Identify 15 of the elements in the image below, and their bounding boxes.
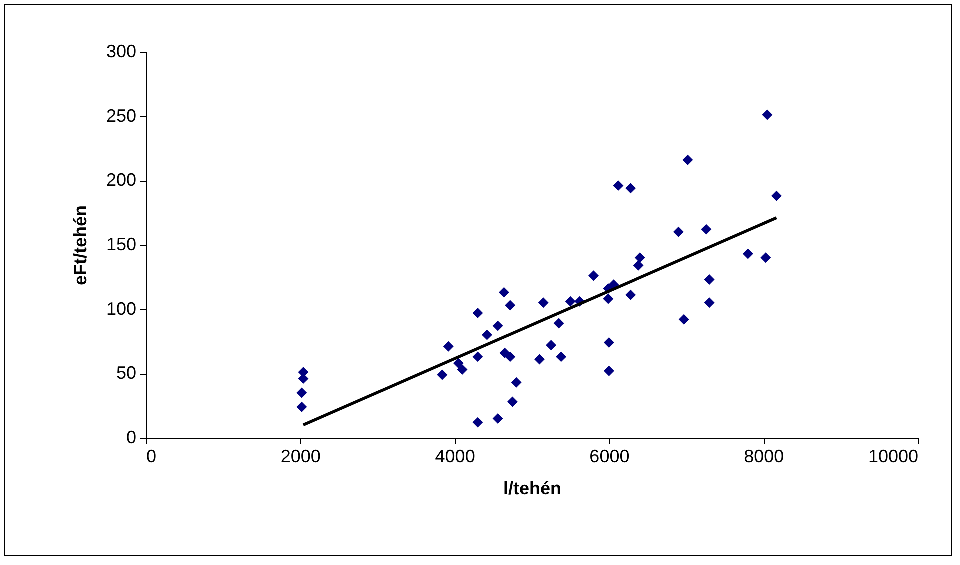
y-tick-label: 0	[126, 428, 136, 448]
y-tick-label: 50	[116, 363, 136, 384]
x-tick-label: 2000	[280, 446, 321, 466]
x-tick-label: 4000	[435, 446, 476, 466]
x-tick-label: 0	[146, 446, 157, 466]
x-tick-label: 8000	[744, 446, 784, 466]
y-tick-label: 150	[106, 234, 136, 254]
y-tick-label: 250	[106, 106, 136, 126]
y-tick-label: 300	[106, 42, 136, 62]
y-tick-label: 200	[106, 170, 136, 190]
x-tick-label: 10000	[868, 446, 918, 466]
x-axis-title: l/tehén	[503, 478, 562, 498]
y-tick-label: 100	[106, 298, 136, 319]
y-axis-title: eFt/tehén	[70, 205, 90, 286]
x-tick-label: 6000	[590, 446, 630, 466]
